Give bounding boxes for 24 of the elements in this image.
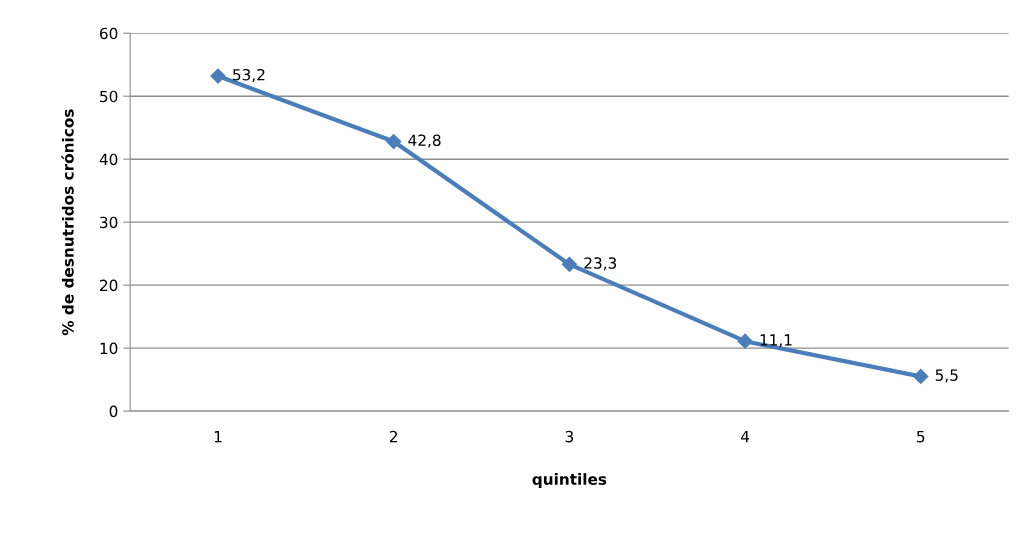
y-tick-label: 30 [100,216,118,229]
x-tick-label: 2 [389,430,398,443]
x-tick-label: 5 [917,431,925,443]
point [737,333,753,349]
y-tick-label: 50 [100,90,118,103]
y-tick-label: 20 [100,279,118,292]
data-label: 23,3 [584,257,617,271]
point [386,133,402,150]
y-tick-label: 40 [99,153,118,166]
point [561,256,577,272]
x-tick-label: 4 [740,431,750,443]
data-label: 11,1 [760,334,792,348]
y-tick-label: 60 [100,27,118,40]
y-axis-title: % de desnutridos crónicos [61,109,74,336]
x-axis-title: quintiles [532,473,607,488]
data-label: 5,5 [935,369,958,383]
point [913,368,929,385]
data-label: 53,2 [233,68,265,83]
point [210,68,226,84]
y-tick-label: 0 [109,405,118,418]
x-tick-label: 3 [565,430,574,443]
y-tick-label: 10 [100,342,118,355]
data-label: 42,8 [408,134,441,148]
x-tick-label: 1 [214,431,222,443]
